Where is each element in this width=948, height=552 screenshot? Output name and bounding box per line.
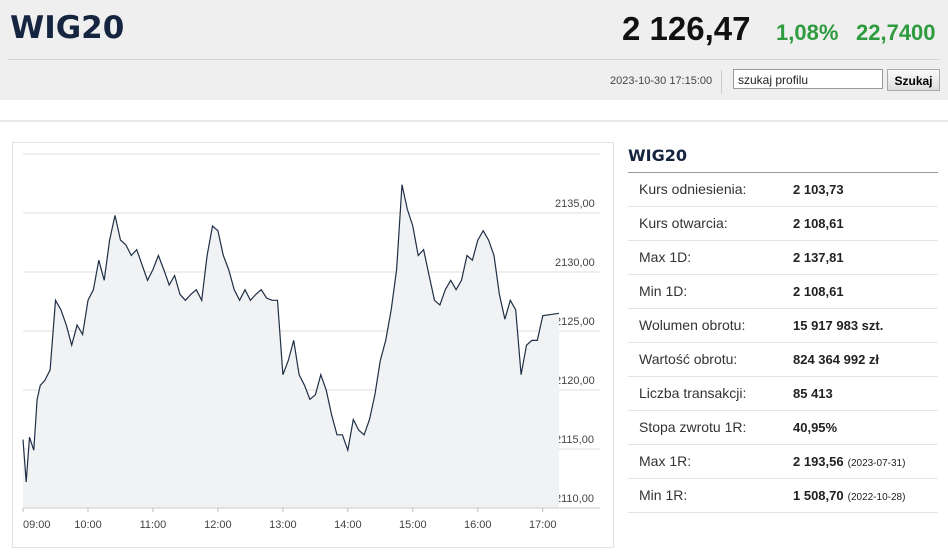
index-title: WIG20	[10, 10, 125, 46]
timestamp: 2023-10-30 17:15:00	[610, 75, 713, 87]
area	[23, 184, 559, 508]
value-text: 824 364 992 zł	[793, 352, 880, 367]
x-tick-label: 11:00	[140, 519, 167, 531]
row-label: Liczba transakcji:	[639, 385, 747, 401]
x-tick-label: 16:00	[464, 519, 492, 531]
price-line	[22, 184, 560, 483]
value-text: 40,95%	[793, 420, 838, 435]
separator	[721, 70, 722, 94]
row-value: 2 108,61	[793, 207, 844, 240]
value-text: 2 108,61	[793, 216, 844, 231]
chart-panel	[12, 142, 614, 548]
table-row: Liczba transakcji: 85 413	[628, 377, 938, 411]
table-row: Max 1R: 2 193,56 (2023-07-31)	[628, 445, 938, 479]
row-label: Max 1R:	[639, 453, 692, 469]
value-text: 2 193,56	[793, 454, 844, 469]
table-row: Wartość obrotu: 824 364 992 zł	[628, 343, 938, 377]
y-tick-label: 2120,00	[555, 375, 595, 387]
row-value: 85 413	[793, 377, 833, 410]
table-row: Min 1D: 2 108,61	[628, 275, 938, 309]
value-note: (2022-10-28)	[847, 492, 906, 503]
value-text: 2 137,81	[793, 250, 844, 265]
table-row: Kurs odniesienia: 2 103,73	[628, 173, 938, 207]
stats-table: WIG20 Kurs odniesienia: 2 103,73 Kurs otwa…	[628, 140, 938, 513]
row-label: Kurs odniesienia:	[639, 181, 747, 197]
x-tick-label: 14:00	[334, 519, 362, 531]
value-text: 85 413	[793, 386, 833, 401]
row-label: Min 1D:	[639, 283, 688, 299]
y-tick-label: 2110,00	[555, 493, 594, 505]
row-label: Wartość obrotu:	[639, 351, 738, 367]
value-text: 2 103,73	[793, 182, 844, 197]
row-value: 2 103,73	[793, 173, 844, 206]
separator	[8, 59, 940, 60]
y-tick-label: 2135,00	[555, 198, 595, 210]
table-row: Kurs otwarcia: 2 108,61	[628, 207, 938, 241]
separator	[0, 120, 948, 122]
value-note: (2023-07-31)	[847, 458, 906, 469]
row-label: Kurs otwarcia:	[639, 215, 728, 231]
row-value: 40,95%	[793, 411, 837, 444]
search-button[interactable]: Szukaj	[887, 69, 940, 91]
row-value: 2 137,81	[793, 241, 844, 274]
x-tick-label: 09:00	[23, 519, 51, 531]
row-label: Max 1D:	[639, 249, 692, 265]
row-value: 824 364 992 zł	[793, 343, 879, 376]
x-tick-label: 10:00	[74, 519, 102, 531]
row-value: 15 917 983 szt.	[793, 309, 883, 342]
table-row: Stopa zwrotu 1R: 40,95%	[628, 411, 938, 445]
x-tick-label: 17:00	[529, 519, 557, 531]
search-input[interactable]: szukaj profilu	[733, 69, 883, 89]
x-tick-label: 13:00	[269, 519, 297, 531]
table-row: Max 1D: 2 137,81	[628, 241, 938, 275]
row-value: 1 508,70 (2022-10-28)	[793, 479, 905, 514]
x-tick-label: 15:00	[399, 519, 427, 531]
y-tick-label: 2130,00	[555, 257, 595, 269]
row-label: Min 1R:	[639, 487, 688, 503]
change-pct: 1,08%	[776, 20, 839, 45]
value-text: 15 917 983 szt.	[793, 318, 884, 333]
row-label: Wolumen obrotu:	[639, 317, 746, 333]
change-abs: 22,7400	[856, 20, 936, 45]
row-value: 2 108,61	[793, 275, 844, 308]
row-label: Stopa zwrotu 1R:	[639, 419, 747, 435]
table-title: WIG20	[628, 140, 938, 173]
y-tick-label: 2125,00	[555, 316, 595, 328]
value-text: 2 108,61	[793, 284, 844, 299]
table-row: Min 1R: 1 508,70 (2022-10-28)	[628, 479, 938, 513]
row-value: 2 193,56 (2023-07-31)	[793, 445, 905, 480]
table-row: Wolumen obrotu: 15 917 983 szt.	[628, 309, 938, 343]
y-tick-label: 2115,00	[555, 434, 594, 446]
x-tick-label: 12:00	[204, 519, 232, 531]
price: 2 126,47	[622, 10, 751, 47]
value-text: 1 508,70	[793, 488, 844, 503]
